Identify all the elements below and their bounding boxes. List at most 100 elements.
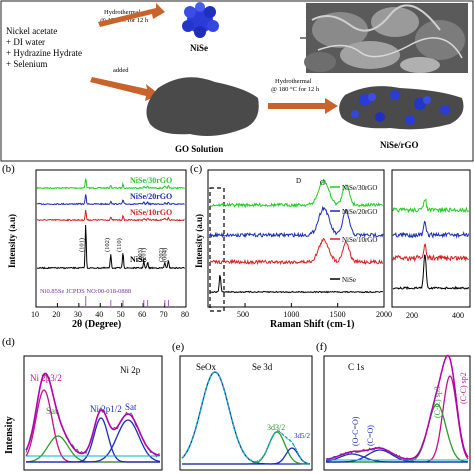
raman-inset-line (392, 254, 470, 291)
raman-zoom-box (209, 187, 225, 312)
panel-c-xlabel: Raman Shift (cm-1) (270, 319, 354, 330)
se3d32-label: 3d3/2 (267, 423, 285, 432)
seox-component-curve (181, 371, 310, 465)
o-c-o-label: (O-C=O) (351, 416, 360, 446)
panel-e-title: Se 3d (252, 362, 273, 372)
xrd-tick-label: 40 (95, 310, 103, 319)
panel-c: (c) Intensity (a.u) Raman Shift (cm-1) 5… (190, 163, 471, 330)
c1s-fit-curves (325, 354, 469, 463)
panel-b: (b) Intensity (a.u) 2θ (Degree) 10 20 30 40… (2, 163, 189, 330)
xrd-peak-label: (101) (79, 238, 86, 252)
raman-inset-line (392, 198, 470, 214)
raman-g-band-label: G (320, 179, 325, 187)
panel-d: (d) Intensity Ni 2p Ni 2p3/2 Sat Ni 2p1/… (2, 336, 163, 471)
raman-tick-label: 1500 (330, 310, 346, 319)
xrd-peak-label: (202) (158, 248, 165, 262)
raman-legend-label: NiSe/10rGO (342, 236, 377, 244)
se3d52-component-curve (182, 447, 311, 465)
panel-f-frame (323, 355, 471, 471)
o-c-o-component-curve (325, 453, 468, 463)
raman-tick-label: 2000 (376, 310, 392, 319)
arrow3-icon (268, 98, 338, 114)
raman-trace-line (209, 205, 384, 239)
raman-trace-line (209, 274, 383, 294)
xrd-trace-line (36, 194, 185, 206)
go-solution-label: GO Solution (175, 144, 223, 154)
panel-b-frame (35, 169, 187, 308)
ni2p-component-curve (25, 389, 160, 463)
xrd-peak-label: (102) (104, 238, 111, 252)
xrd-x-ticks: 10 20 30 40 50 60 70 80 (31, 303, 189, 319)
raman-legend: NiSe/30rGO NiSe/20rGO NiSe/10rGO NiSe (330, 184, 377, 284)
xrd-tick-label: 80 (181, 310, 189, 319)
panel-d-ylabel: Intensity (4, 416, 15, 454)
xrd-tick-label: 30 (74, 310, 82, 319)
raman-tick-label: 500 (237, 310, 249, 319)
go-sheet-icon (146, 77, 259, 136)
xrd-legend-label: NiSe/10rGO (130, 208, 172, 217)
raman-x-ticks: 500 1000 1500 2000 (237, 303, 392, 319)
panel-f-letter: (f) (316, 341, 327, 353)
nise-cluster-icon (182, 2, 219, 38)
arrow2-icon (90, 77, 160, 101)
panel-e-letter: (e) (172, 341, 185, 353)
panel-e: (e) SeOx Se 3d 3d3/2 3d5/2 (172, 341, 313, 471)
arrow2-label: added (113, 67, 129, 74)
se3d-envelope-line (181, 371, 311, 465)
se3d-raw-data-line (181, 371, 310, 465)
arrow1-icon (98, 3, 165, 27)
xrd-peak-label: (201) (141, 248, 148, 262)
se3d-fit-curves (181, 371, 311, 465)
raman-trace-line (209, 178, 384, 209)
xrd-tick-label: 60 (138, 310, 146, 319)
raman-inset-frame (391, 169, 471, 308)
reagent-line-3: + Hydrazine Hydrate (6, 48, 82, 58)
xrd-trace-line (36, 224, 185, 270)
xrd-reference-label: Ni0.85Se JCPDS NO:00-018-0888 (40, 288, 131, 295)
se3d52-label: 3d5/2 (294, 432, 310, 440)
ni2p32-label: Ni 2p3/2 (30, 373, 62, 383)
xrd-peak-label: (110) (116, 238, 123, 252)
panel-b-xlabel: 2θ (Degree) (72, 319, 121, 330)
c-o-label: (C=O) (366, 425, 375, 446)
xrd-tick-label: 70 (160, 310, 168, 319)
xrd-tick-label: 20 (52, 310, 60, 319)
xrd-traces (36, 178, 185, 270)
reagent-line-4: + Selenium (6, 59, 47, 69)
ni2p-fit-curves (25, 372, 161, 463)
xrd-tick-label: 10 (31, 310, 39, 319)
panel-f-title: C 1s (348, 362, 365, 372)
ni2p-component-curve (26, 419, 161, 463)
raman-legend-label: NiSe/30rGO (342, 184, 377, 192)
panel-c-letter: (c) (190, 163, 203, 175)
inset-tick-label: 200 (406, 311, 418, 320)
raman-inset-line (392, 242, 469, 263)
schematic-panel: Nickel acetate + DI water + Hydrazine Hy… (0, 0, 474, 162)
xrd-tick-label: 50 (117, 310, 125, 319)
raman-tick-label: 1000 (283, 310, 299, 319)
xrd-peak-labels: (101) (102) (110) (103)(201) (202)(004) (79, 238, 169, 262)
xrd-legend-label: NiSe (130, 255, 146, 264)
xrd-reference-lines (85, 296, 169, 306)
xrd-legend-label: NiSe/30rGO (130, 176, 172, 185)
inset-tick-label: 400 (452, 311, 464, 320)
panel-d-title: Ni 2p (120, 365, 141, 375)
panel-f: (f) C 1s (C-C) sp2 (C-C) sp3 (C=O) (O-C=… (316, 341, 471, 471)
nise-rgo-composite-icon (339, 86, 464, 130)
panel-c-frame (207, 169, 385, 308)
xrd-trace-line (36, 178, 185, 190)
reagent-line-2: + DI water (6, 37, 45, 47)
sat-label-1: Sat (46, 406, 58, 416)
panel-b-letter: (b) (2, 163, 15, 175)
raman-trace-line (210, 237, 384, 266)
ni2p-envelope-line (25, 372, 161, 457)
c-sp2-label: (C-C) sp2 (459, 372, 468, 404)
xrd-legend-label: NiSe/20rGO (130, 192, 172, 201)
panel-e-frame (179, 355, 313, 471)
raman-d-band-label: D (296, 177, 301, 185)
reagent-line-1: Nickel acetate (6, 26, 57, 36)
ni2p12-label: Ni 2p1/2 (90, 404, 122, 414)
c-sp3-label: (C-C) sp3 (433, 386, 442, 418)
c-sp2-component-curve (326, 375, 469, 463)
